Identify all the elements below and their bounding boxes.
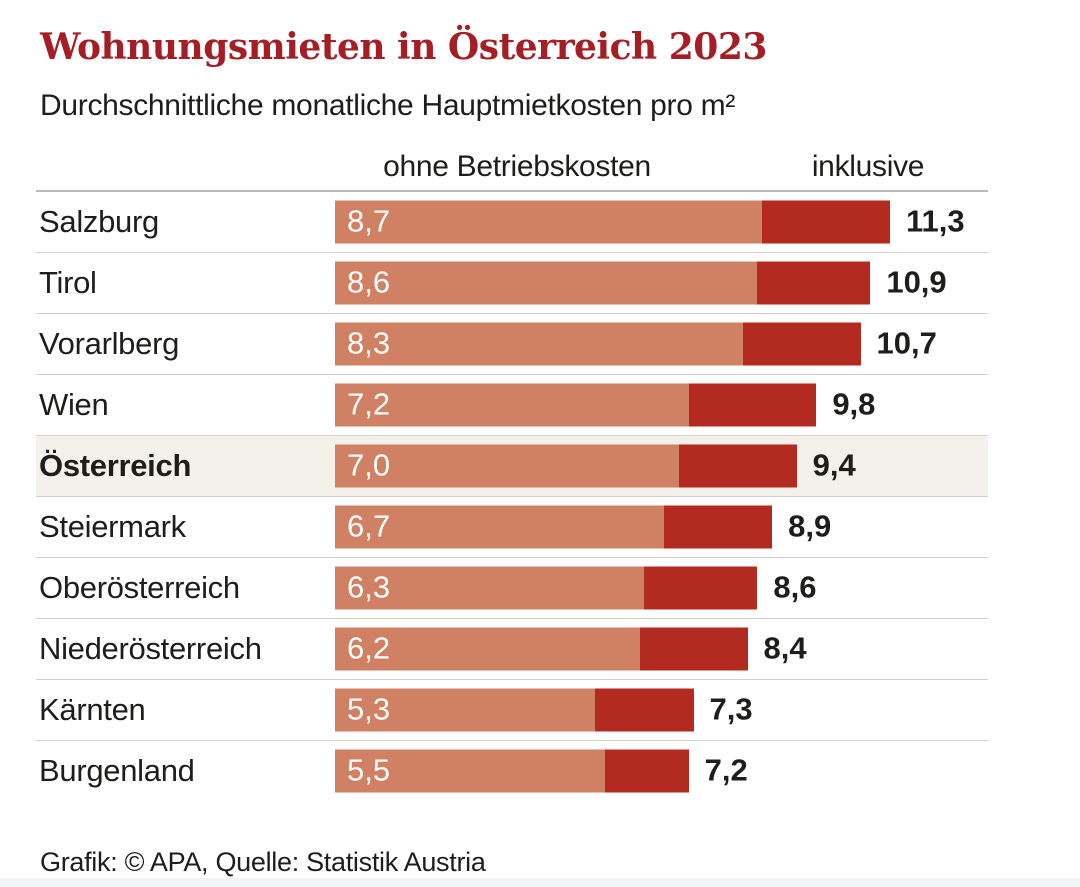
bar-value-inklusive: 7,3: [709, 691, 753, 727]
bar-segment-ohne-betriebskosten: 5,5: [335, 749, 606, 793]
chart-row: Salzburg 8,7 11,3: [36, 192, 988, 253]
bar-value-inklusive: 8,4: [763, 630, 807, 666]
stacked-bar: 6,2 8,4: [335, 627, 807, 671]
bar-segment-ohne-betriebskosten: 8,3: [335, 322, 743, 366]
stacked-bar: 8,7 11,3: [335, 200, 965, 244]
row-label: Wien: [39, 386, 109, 422]
bar-segment-ohne-betriebskosten: 5,3: [335, 688, 596, 732]
row-label: Kärnten: [39, 691, 146, 727]
chart-row: Tirol 8,6 10,9: [36, 253, 988, 314]
bar-value-inklusive: 9,8: [832, 386, 876, 422]
chart-title: Wohnungsmieten in Österreich 2023: [40, 26, 767, 68]
row-label: Österreich: [39, 447, 192, 483]
bar-value-inklusive: 7,2: [704, 752, 748, 788]
column-header-inklusive: inklusive: [811, 149, 925, 183]
bar-value-ohne-betriebskosten: 7,0: [347, 447, 391, 483]
bar-value-inklusive: 10,7: [876, 325, 937, 361]
bar-value-ohne-betriebskosten: 5,3: [347, 691, 391, 727]
row-label: Steiermark: [39, 508, 186, 544]
row-label: Salzburg: [39, 203, 159, 239]
stacked-bar: 6,7 8,9: [335, 505, 832, 549]
bar-segment-ohne-betriebskosten: 8,6: [335, 261, 758, 305]
row-label: Niederösterreich: [39, 630, 262, 666]
bar-segment-inklusive: [639, 627, 748, 671]
bar-value-ohne-betriebskosten: 5,5: [347, 752, 391, 788]
stacked-bar: 8,3 10,7: [335, 322, 937, 366]
bar-value-ohne-betriebskosten: 6,3: [347, 569, 391, 605]
bar-segment-inklusive: [664, 505, 773, 549]
chart-row: Steiermark 6,7 8,9: [36, 497, 988, 558]
bar-value-inklusive: 8,6: [773, 569, 817, 605]
bar-segment-ohne-betriebskosten: 7,0: [335, 444, 679, 488]
stacked-bar: 6,3 8,6: [335, 566, 817, 610]
bar-value-inklusive: 9,4: [812, 447, 856, 483]
bar-segment-inklusive: [757, 261, 871, 305]
bar-segment-inklusive: [605, 749, 689, 793]
stacked-bar: 5,3 7,3: [335, 688, 753, 732]
bar-segment-ohne-betriebskosten: 6,7: [335, 505, 665, 549]
row-label: Burgenland: [39, 752, 195, 788]
chart-row: Kärnten 5,3 7,3: [36, 680, 988, 741]
bar-segment-inklusive: [688, 383, 817, 427]
bar-segment-ohne-betriebskosten: 7,2: [335, 383, 689, 427]
bar-segment-inklusive: [595, 688, 694, 732]
chart-row: Burgenland 5,5 7,2: [36, 741, 988, 801]
bar-value-ohne-betriebskosten: 6,7: [347, 508, 391, 544]
bottom-strip: [0, 878, 1080, 887]
chart-subtitle: Durchschnittliche monatliche Hauptmietko…: [40, 89, 736, 123]
chart-row: Oberösterreich 6,3 8,6: [36, 558, 988, 619]
bar-segment-inklusive: [762, 200, 890, 244]
bar-value-inklusive: 10,9: [886, 264, 947, 300]
bar-segment-ohne-betriebskosten: 6,2: [335, 627, 640, 671]
row-label: Oberösterreich: [39, 569, 240, 605]
row-label: Vorarlberg: [39, 325, 180, 361]
row-label: Tirol: [39, 264, 97, 300]
stacked-bar: 5,5 7,2: [335, 749, 748, 793]
bar-segment-inklusive: [644, 566, 758, 610]
column-headers: ohne Betriebskosten inklusive: [0, 150, 1080, 188]
chart-row: Österreich 7,0 9,4: [36, 435, 988, 497]
stacked-bar: 8,6 10,9: [335, 261, 947, 305]
bar-segment-ohne-betriebskosten: 8,7: [335, 200, 763, 244]
bar-segment-inklusive: [678, 444, 797, 488]
stacked-bar: 7,0 9,4: [335, 444, 856, 488]
footer-credit: Grafik: © APA, Quelle: Statistik Austria: [40, 846, 486, 877]
bar-value-ohne-betriebskosten: 6,2: [347, 630, 391, 666]
stacked-bar: 7,2 9,8: [335, 383, 876, 427]
bar-value-inklusive: 11,3: [905, 203, 965, 239]
bar-value-ohne-betriebskosten: 8,3: [347, 325, 391, 361]
bar-value-ohne-betriebskosten: 8,7: [347, 203, 391, 239]
bar-value-ohne-betriebskosten: 8,6: [347, 264, 391, 300]
chart-row: Wien 7,2 9,8: [36, 375, 988, 436]
bar-segment-inklusive: [742, 322, 861, 366]
bar-chart-rows: Salzburg 8,7 11,3 Tirol 8,6 10,9 Vorarlberg 8,3…: [36, 189, 988, 801]
bar-value-ohne-betriebskosten: 7,2: [347, 386, 391, 422]
bar-segment-ohne-betriebskosten: 6,3: [335, 566, 645, 610]
chart-row: Vorarlberg 8,3 10,7: [36, 314, 988, 375]
column-header-ohne-betriebskosten: ohne Betriebskosten: [383, 149, 651, 183]
chart-row: Niederösterreich 6,2 8,4: [36, 619, 988, 680]
bar-value-inklusive: 8,9: [788, 508, 832, 544]
